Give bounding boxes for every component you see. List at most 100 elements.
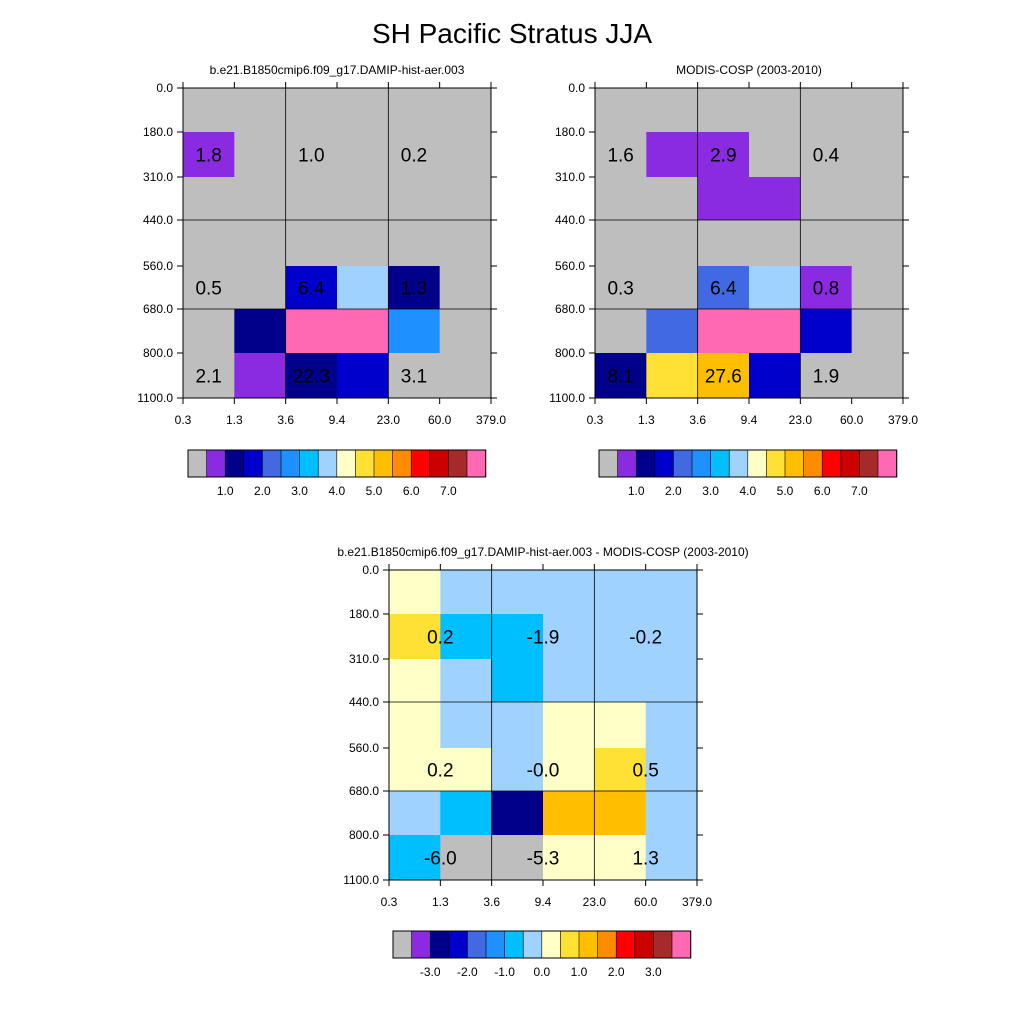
colorbar-label: 2.0 <box>665 484 682 498</box>
heatmap-cell <box>645 702 698 749</box>
data-label: 2.9 <box>710 146 736 167</box>
colorbar-swatch <box>187 449 208 478</box>
heatmap-cell <box>800 353 853 399</box>
colorbar-swatch <box>467 930 487 959</box>
heatmap-cell <box>800 177 853 221</box>
colorbar-swatch <box>317 449 338 478</box>
heatmap-cell <box>851 266 904 310</box>
data-label: 2.1 <box>195 367 221 388</box>
x-tick-label: 379.0 <box>476 413 506 427</box>
y-tick-label: 560.0 <box>349 741 379 755</box>
data-label: 0.5 <box>195 279 221 300</box>
heatmap-cell <box>234 309 287 354</box>
data-label: 3.1 <box>401 367 427 388</box>
x-tick-label: 23.0 <box>789 413 813 427</box>
heatmap-cell <box>645 748 698 792</box>
heatmap-cell <box>851 353 904 399</box>
page-title: SH Pacific Stratus JJA <box>371 18 653 49</box>
data-label: -1.9 <box>527 628 560 649</box>
colorbar-swatch <box>522 930 543 959</box>
heatmap-cell <box>594 748 647 792</box>
data-label: -0.0 <box>527 761 560 782</box>
x-tick-label: 60.0 <box>634 895 658 909</box>
chart-panel-1: 0.3 1.3 3.6 9.4 23.0 60.0 379.0 0.0 180.0 310.0 44… <box>137 63 506 498</box>
heatmap-cell <box>285 309 338 354</box>
heatmap-cell <box>749 177 801 221</box>
heatmap-cell <box>183 266 235 310</box>
heatmap-cell <box>594 659 647 703</box>
heatmap-cell <box>594 702 647 749</box>
x-tick-label: 3.6 <box>277 413 294 427</box>
colorbar-swatch <box>578 930 599 959</box>
heatmap-cell <box>543 659 595 703</box>
heatmap-cell <box>388 177 441 221</box>
heatmap-cell <box>337 353 389 399</box>
colorbar-swatch <box>803 449 823 478</box>
y-tick-label: 180.0 <box>349 607 379 621</box>
colorbar-label: 1.0 <box>628 484 645 498</box>
y-tick-label: 800.0 <box>555 346 585 360</box>
x-tick-label: 0.3 <box>587 413 604 427</box>
panel-title: MODIS-COSP (2003-2010) <box>676 63 822 77</box>
colorbar-swatch <box>280 449 301 478</box>
heatmap-cell <box>234 177 287 221</box>
colorbar-swatch <box>541 930 561 959</box>
heatmap-cell <box>337 266 389 310</box>
heatmap-cell <box>440 570 493 615</box>
colorbar-swatch <box>859 449 879 478</box>
colorbar-swatch <box>654 449 674 478</box>
y-tick-label: 0.0 <box>568 81 585 95</box>
colorbar-label: 5.0 <box>366 484 383 498</box>
x-tick-label: 0.3 <box>381 895 398 909</box>
y-tick-label: 440.0 <box>143 213 173 227</box>
colorbar-swatch <box>373 449 394 478</box>
heatmap-cell <box>595 309 647 354</box>
heatmap-cell <box>440 791 493 836</box>
x-tick-label: 0.3 <box>175 413 192 427</box>
heatmap-cell <box>491 570 544 615</box>
data-label: 1.3 <box>632 849 658 870</box>
heatmap-cell <box>439 309 492 354</box>
y-tick-label: 440.0 <box>349 695 379 709</box>
heatmap-cell <box>646 177 699 221</box>
heatmap-cell <box>543 791 595 836</box>
colorbar-label: 3.0 <box>645 965 662 979</box>
data-label: 0.2 <box>401 146 427 167</box>
colorbar-swatch <box>691 449 712 478</box>
y-tick-label: 680.0 <box>143 302 173 316</box>
colorbar-swatch <box>429 449 449 478</box>
colorbar-label: 3.0 <box>702 484 719 498</box>
heatmap-cell <box>388 266 441 310</box>
colorbar-swatch <box>653 930 673 959</box>
data-label: 1.3 <box>401 279 427 300</box>
colorbar-label: 7.0 <box>440 484 457 498</box>
heatmap-cell <box>285 353 338 399</box>
heatmap-cell <box>595 132 647 178</box>
heatmap-cell <box>388 309 441 354</box>
colorbar-label: 3.0 <box>291 484 308 498</box>
heatmap-cell <box>183 132 235 178</box>
colorbar-swatch <box>784 449 805 478</box>
colorbar-swatch <box>243 449 264 478</box>
heatmap-cell <box>646 132 699 178</box>
heatmap-cell <box>491 614 544 660</box>
heatmap-cell <box>594 791 647 836</box>
colorbar-label: 2.0 <box>254 484 271 498</box>
y-tick-label: 180.0 <box>143 125 173 139</box>
colorbar-frame <box>187 449 487 478</box>
heatmap-cell <box>645 614 698 660</box>
colorbar-swatch <box>299 449 319 478</box>
heatmap-cell <box>491 791 544 836</box>
heatmap-cell <box>285 266 338 310</box>
heatmap-cell <box>697 353 750 399</box>
y-tick-label: 800.0 <box>349 828 379 842</box>
colorbar-swatch <box>411 930 431 959</box>
colorbar-swatch <box>728 449 749 478</box>
colorbar-swatch <box>615 930 636 959</box>
heatmap-cell <box>439 177 492 221</box>
heatmap-cell <box>337 220 389 267</box>
heatmap-cell <box>337 309 389 354</box>
heatmap-cell <box>595 220 647 267</box>
y-tick-label: 800.0 <box>143 346 173 360</box>
data-label: 8.1 <box>607 367 633 388</box>
